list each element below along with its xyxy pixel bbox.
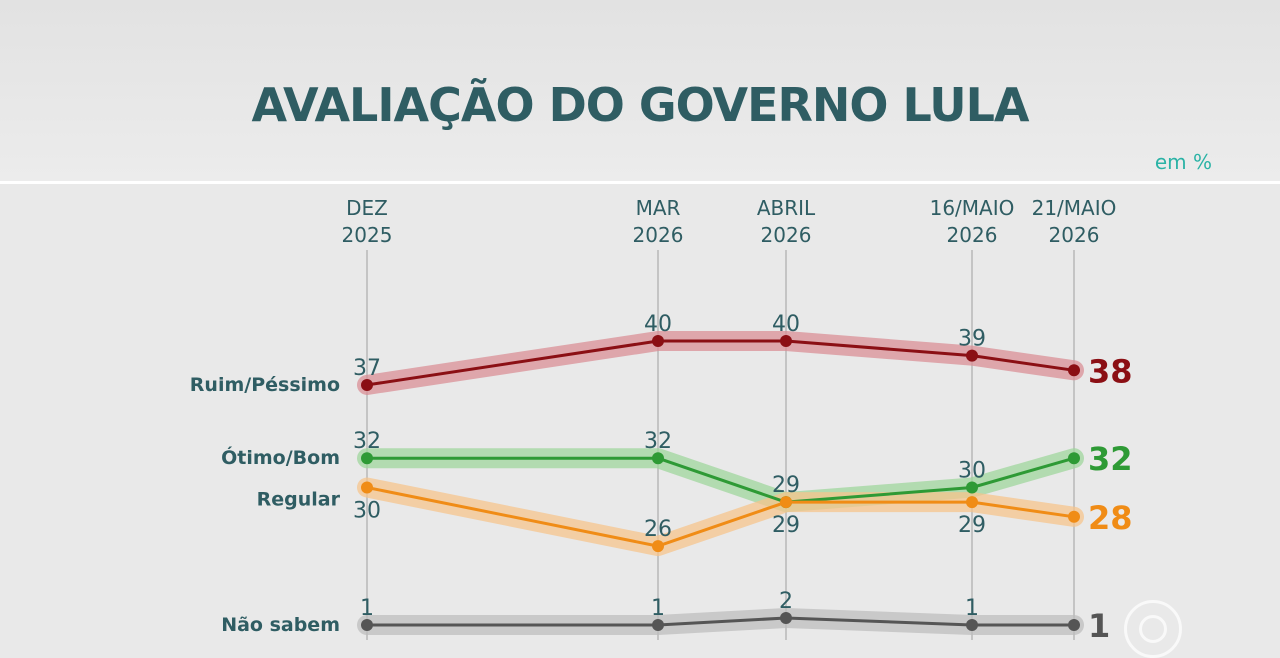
value-label: 30 (958, 459, 986, 484)
data-point (780, 335, 792, 347)
value-label: 32 (353, 429, 381, 454)
final-value-label: 1 (1088, 607, 1110, 640)
line-chart: DEZ 2025 MAR 2026 ABRIL 2026 16/MAIO 2026 21/MAI… (190, 196, 1133, 640)
value-label: 37 (353, 356, 381, 381)
header-band (0, 0, 1280, 182)
data-point (966, 619, 978, 631)
final-value-label: 38 (1088, 352, 1133, 390)
value-label: 29 (772, 473, 800, 498)
data-point (966, 496, 978, 509)
value-label: 2 (779, 589, 793, 614)
series-name-label: Regular (257, 489, 341, 511)
data-point (361, 481, 373, 494)
value-label: 29 (958, 513, 986, 538)
value-label: 30 (353, 499, 381, 524)
data-point (966, 349, 978, 362)
data-point (361, 619, 373, 631)
category-label: 2026 (761, 223, 812, 247)
data-point (652, 619, 664, 631)
value-label: 32 (644, 429, 672, 454)
value-label: 1 (360, 596, 374, 621)
category-label: 21/MAIO (1032, 196, 1117, 220)
data-point (1068, 364, 1080, 377)
series-name-label: Ótimo/Bom (221, 445, 340, 469)
value-label: 1 (965, 596, 979, 621)
header-divider (0, 181, 1280, 184)
data-point (780, 496, 792, 509)
page-title: AVALIAÇÃO DO GOVERNO LULA (251, 78, 1030, 132)
category-label: DEZ (346, 196, 388, 220)
data-point (1068, 510, 1080, 523)
data-point (652, 540, 664, 553)
value-label: 40 (644, 312, 672, 337)
value-label: 40 (772, 312, 800, 337)
data-point (1068, 452, 1080, 465)
value-label: 1 (651, 596, 665, 621)
data-point (780, 612, 792, 624)
final-value-label: 28 (1088, 499, 1133, 537)
category-label: MAR (636, 196, 681, 220)
series-name-label: Não sabem (221, 614, 340, 636)
data-point (652, 452, 664, 465)
value-label: 39 (958, 327, 986, 352)
data-point (1068, 619, 1080, 631)
value-label: 26 (644, 517, 672, 542)
data-point (652, 335, 664, 347)
unit-label: em % (1154, 150, 1212, 174)
data-point (361, 452, 373, 465)
category-label: 2026 (633, 223, 684, 247)
category-label: 2025 (342, 223, 393, 247)
category-label: 2026 (1049, 223, 1100, 247)
value-label: 29 (772, 513, 800, 538)
final-value-label: 32 (1088, 440, 1133, 478)
category-label: 16/MAIO (930, 196, 1015, 220)
data-point (361, 378, 373, 391)
category-label: ABRIL (757, 196, 816, 220)
broadcaster-logo-watermark (1124, 600, 1182, 658)
category-label: 2026 (947, 223, 998, 247)
data-point (966, 481, 978, 494)
series-name-label: Ruim/Péssimo (190, 374, 340, 396)
